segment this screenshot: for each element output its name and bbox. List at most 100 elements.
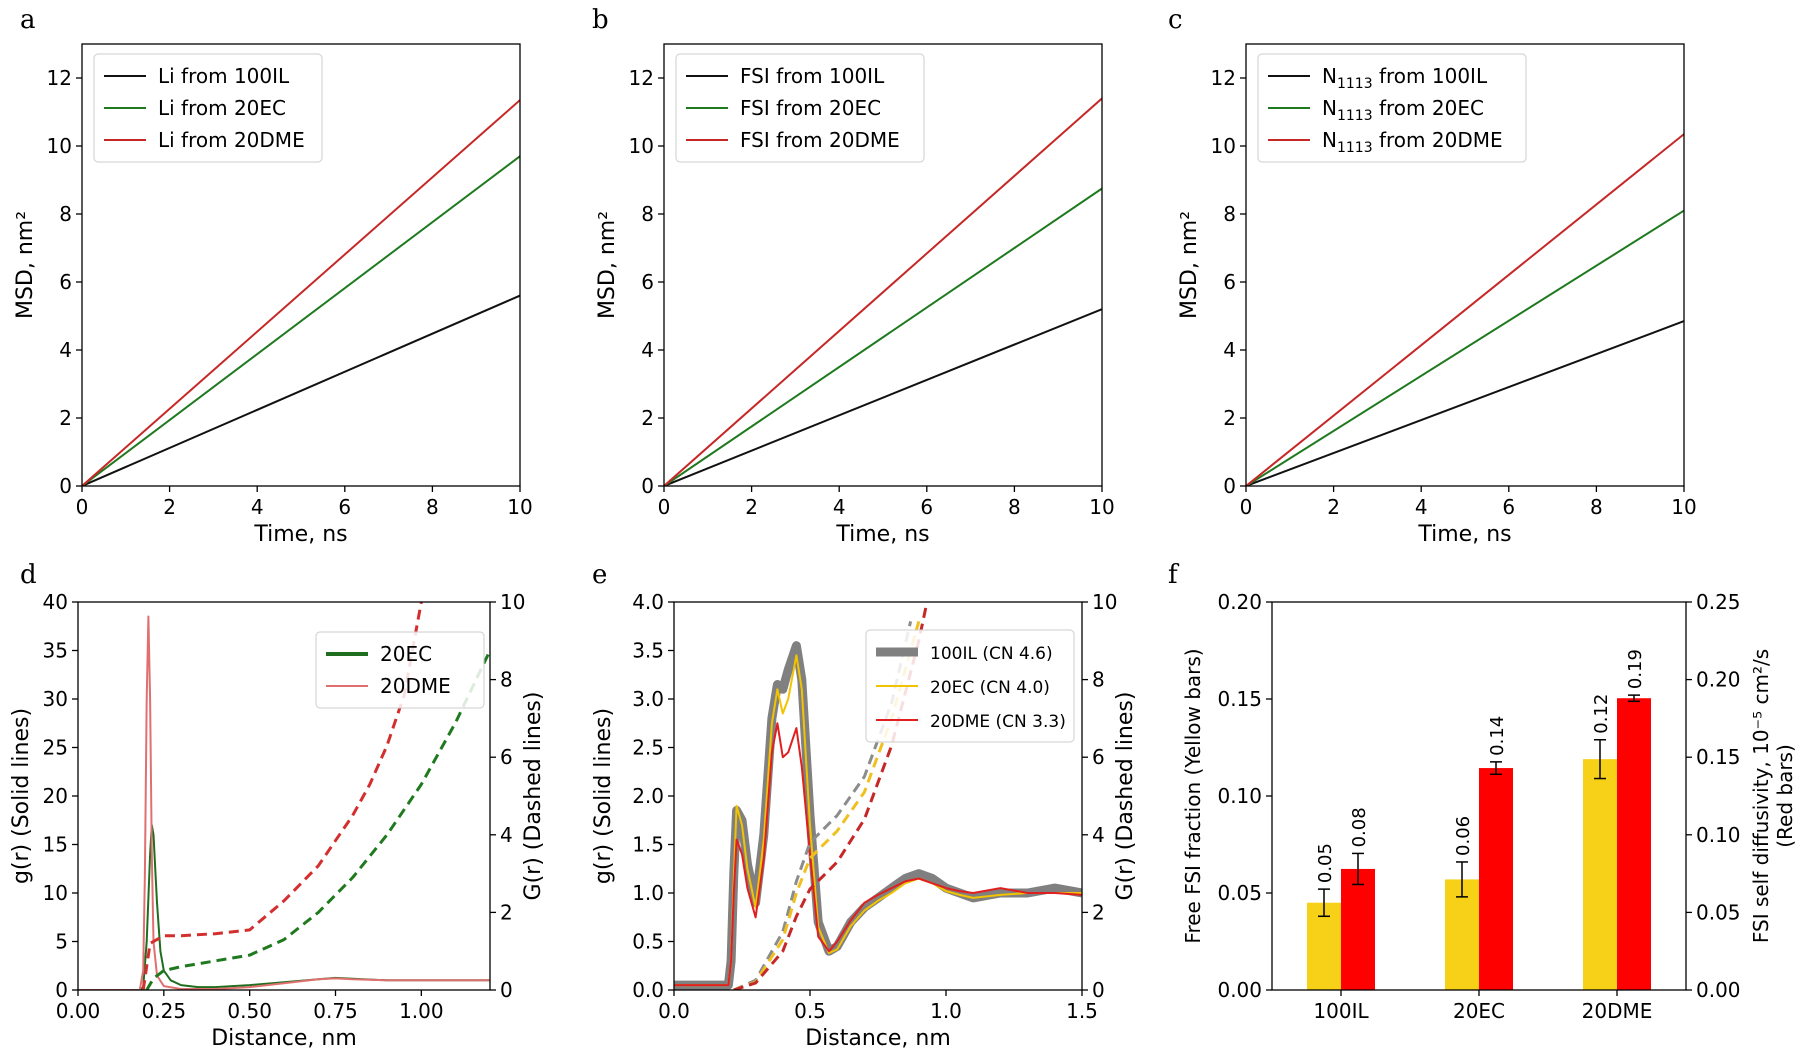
panel-letter-d: d bbox=[20, 560, 37, 590]
y2-axis-label: G(r) (Dashed lines) bbox=[1113, 692, 1138, 901]
series-group bbox=[1246, 133, 1684, 486]
legend-label: Li from 20EC bbox=[158, 96, 286, 120]
y-tick-label: 4 bbox=[641, 338, 654, 362]
y-tick-label: 0.05 bbox=[1217, 881, 1262, 905]
y-tick-label: 1.0 bbox=[632, 881, 664, 905]
y2-tick-label: 0 bbox=[1092, 978, 1105, 1002]
y2-tick-label: 2 bbox=[500, 900, 513, 924]
x-axis-label: Distance, nm bbox=[211, 1026, 357, 1051]
x-tick-label: 4 bbox=[833, 495, 846, 519]
series-group bbox=[78, 602, 490, 990]
x-tick-label: 1.0 bbox=[930, 999, 962, 1023]
y2-tick-label: 0.10 bbox=[1696, 823, 1741, 847]
legend-label: 20EC (CN 4.0) bbox=[930, 678, 1050, 698]
x-tick-label: 1.5 bbox=[1066, 999, 1098, 1023]
series-group bbox=[664, 97, 1102, 486]
series-line-3 bbox=[664, 97, 1102, 486]
y-tick-label: 2 bbox=[1223, 406, 1236, 430]
y2-tick-label: 10 bbox=[1092, 590, 1117, 614]
y-tick-label: 3.0 bbox=[632, 687, 664, 711]
legend-label: 20EC bbox=[380, 642, 432, 666]
y-axis-label: g(r) (Solid lines) bbox=[9, 708, 34, 884]
series-line-1 bbox=[82, 294, 520, 486]
legend-label: FSI from 20EC bbox=[740, 96, 881, 120]
x-tick-label: 0 bbox=[1240, 495, 1253, 519]
x-tick-label: 8 bbox=[1008, 495, 1021, 519]
bar-red-3 bbox=[1617, 698, 1651, 990]
series-line-1 bbox=[78, 824, 490, 990]
x-tick-label: 10 bbox=[1089, 495, 1114, 519]
x-tick-label: 2 bbox=[1327, 495, 1340, 519]
y2-tick-label: 4 bbox=[500, 823, 513, 847]
y-axis-label: Free FSI fraction (Yellow bars) bbox=[1181, 648, 1205, 943]
y-tick-label: 3.5 bbox=[632, 639, 664, 663]
x-tick-label: 0 bbox=[658, 495, 671, 519]
x-tick-label: 0.50 bbox=[227, 999, 272, 1023]
y2-tick-label: 0 bbox=[500, 978, 513, 1002]
legend: FSI from 100IL FSI from 20EC FSI from 20DM… bbox=[675, 53, 925, 163]
y-tick-label: 2.5 bbox=[632, 736, 664, 760]
y2-axis-label-line2: (Red bars) bbox=[1773, 744, 1797, 848]
y2-tick-label: 6 bbox=[1092, 745, 1105, 769]
y-tick-label: 0.5 bbox=[632, 930, 664, 954]
y-tick-label: 4.0 bbox=[632, 590, 664, 614]
x-tick-label: 6 bbox=[338, 495, 351, 519]
y-axis-label: MSD, nm² bbox=[1177, 211, 1202, 319]
chart-panel-b: 0 2 4 6 8 10 0 2 4 6 8 10 12 Time, ns MSD, nm² FSI from… bbox=[595, 43, 1115, 547]
y2-tick-label: 6 bbox=[500, 745, 513, 769]
x-tick-label: 10 bbox=[507, 495, 532, 519]
bar-value-label: 0.14 bbox=[1487, 716, 1508, 756]
x-tick-label: 8 bbox=[1590, 495, 1603, 519]
x-tick-label: 6 bbox=[1502, 495, 1515, 519]
y-tick-label: 4 bbox=[1223, 338, 1236, 362]
y2-tick-label: 8 bbox=[1092, 668, 1105, 692]
series-group bbox=[82, 99, 520, 486]
x-tick-label: 10 bbox=[1671, 495, 1696, 519]
legend-box bbox=[315, 631, 485, 709]
y-tick-label: 10 bbox=[1211, 134, 1236, 158]
legend-label: FSI from 20DME bbox=[740, 128, 900, 152]
legend-box bbox=[675, 53, 925, 163]
series-line-2 bbox=[1246, 209, 1684, 486]
legend-label: Li from 100IL bbox=[158, 64, 290, 88]
y2-tick-label: 0.25 bbox=[1696, 590, 1741, 614]
series-line-3 bbox=[82, 99, 520, 486]
legend-label: N1113 from 20DME bbox=[1322, 128, 1503, 156]
y2-tick-label: 4 bbox=[1092, 823, 1105, 847]
bar-yellow-1 bbox=[1307, 902, 1341, 990]
y-tick-label: 10 bbox=[43, 881, 68, 905]
legend-box bbox=[93, 53, 323, 163]
y-tick-label: 30 bbox=[43, 687, 68, 711]
series-line-3 bbox=[1246, 133, 1684, 486]
series-line-4 bbox=[141, 602, 423, 990]
y-tick-label: 2.0 bbox=[632, 784, 664, 808]
legend: 20EC 20DME bbox=[315, 631, 485, 709]
series-line-1 bbox=[1246, 320, 1684, 486]
x-tick-label: 0 bbox=[76, 495, 89, 519]
y-tick-label: 10 bbox=[47, 134, 72, 158]
x-tick-label: 1.00 bbox=[399, 999, 444, 1023]
y-tick-label: 8 bbox=[59, 202, 72, 226]
bar-value-label: 0.19 bbox=[1625, 649, 1646, 689]
x-tick-label: 0.00 bbox=[56, 999, 101, 1023]
axes-frame bbox=[81, 43, 521, 487]
y-tick-label: 8 bbox=[641, 202, 654, 226]
y-tick-label: 12 bbox=[47, 66, 72, 90]
y-tick-label: 25 bbox=[43, 736, 68, 760]
series-line-3 bbox=[145, 649, 490, 990]
x-tick-label: 100IL bbox=[1313, 999, 1369, 1023]
y-tick-label: 5 bbox=[55, 930, 68, 954]
y-tick-label: 8 bbox=[1223, 202, 1236, 226]
x-tick-label: 0.75 bbox=[313, 999, 358, 1023]
y-tick-label: 0.00 bbox=[1217, 978, 1262, 1002]
bar-red-1 bbox=[1341, 868, 1375, 990]
axes-frame bbox=[1245, 43, 1685, 487]
y-tick-label: 2 bbox=[641, 406, 654, 430]
panel-letter-b: b bbox=[592, 5, 609, 35]
x-tick-label: 2 bbox=[745, 495, 758, 519]
x-tick-label: 0.5 bbox=[794, 999, 826, 1023]
x-axis-label: Time, ns bbox=[835, 522, 929, 547]
chart-panel-c: 0 2 4 6 8 10 0 2 4 6 8 10 12 Time, ns MSD, nm² N1113 fr… bbox=[1177, 43, 1697, 547]
series-line-2 bbox=[78, 615, 490, 990]
